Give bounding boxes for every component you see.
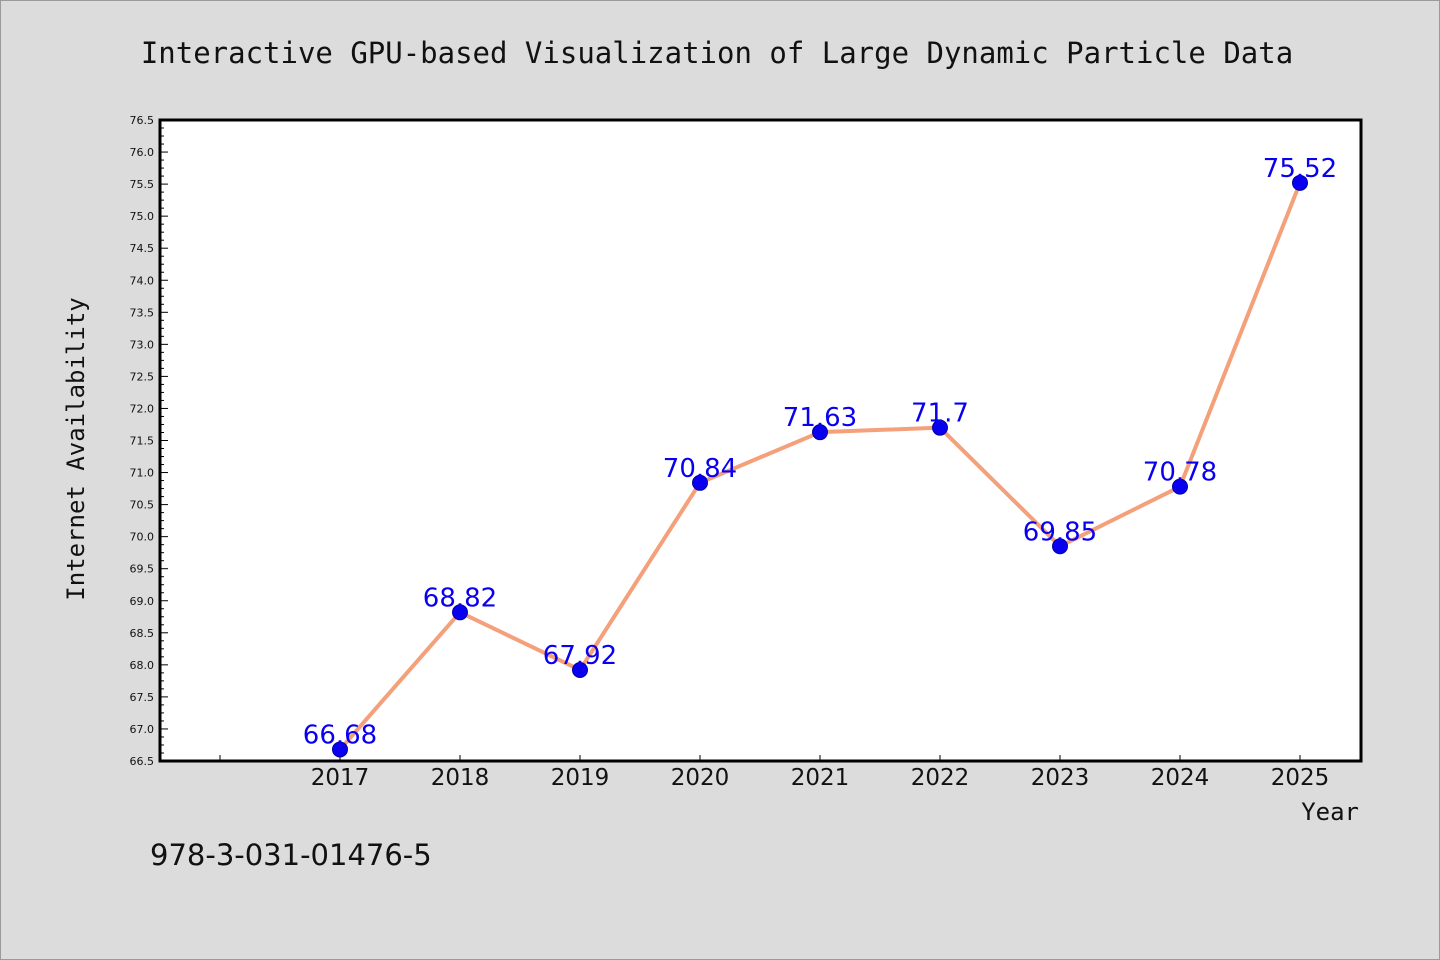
y-tick-label: 70.5 [130,499,155,512]
data-label: 70.84 [663,454,737,484]
y-tick-label: 67.0 [130,723,155,736]
data-label: 66.68 [303,720,377,750]
data-point [452,604,468,621]
data-label: 71.63 [783,403,857,433]
data-label: 69.85 [1023,517,1097,547]
data-label: 67.92 [543,641,617,671]
y-tick-label: 72.0 [130,402,155,415]
x-tick-label: 2023 [1031,765,1090,791]
y-tick-label: 75.0 [130,210,155,223]
x-tick-label: 2019 [551,765,610,791]
y-tick-label: 68.5 [130,627,155,640]
data-point [1292,174,1308,191]
data-markers [332,174,1308,758]
data-point [932,419,948,436]
x-tick-label: 2022 [911,765,970,791]
x-tick-label: 2017 [311,765,370,791]
y-tick-label: 70.0 [130,531,155,544]
data-point [1172,478,1188,495]
y-tick-label: 71.0 [130,467,155,480]
data-point [1052,538,1068,555]
y-tick-label: 74.5 [130,242,155,255]
data-point [572,661,588,678]
x-tick-label: 2020 [671,765,730,791]
y-axis-ticks: 66.5 67.0 67.5 68.0 68.5 69.0 69.5 70.0 70.5 71.0… [130,114,168,768]
y-tick-label: 76.0 [130,146,155,159]
data-labels: 66.68 68.82 67.92 70.84 71.63 71.7 69.85 70.78 7… [303,154,1337,751]
x-tick-label: 2024 [1151,765,1210,791]
x-tick-label: 2018 [431,765,490,791]
y-tick-label: 76.5 [130,114,155,127]
x-axis-ticks: 2017 2018 2019 2020 2021 2022 2023 2024 2025 [219,755,1330,791]
data-label: 70.78 [1143,458,1217,488]
y-tick-label: 69.5 [130,563,155,576]
y-tick-label: 73.5 [130,306,155,319]
data-label: 75.52 [1263,154,1337,184]
data-point [692,474,708,491]
y-tick-label: 73.0 [130,338,155,351]
data-label: 68.82 [423,583,497,613]
chart-title: Interactive GPU-based Visualization of L… [141,36,1293,70]
data-point [332,741,348,758]
y-tick-label: 74.0 [130,274,155,287]
data-point [812,424,828,441]
y-tick-label: 66.5 [130,755,155,768]
y-tick-label: 75.5 [130,178,155,191]
y-tick-label: 72.5 [130,370,155,383]
plot-border [158,118,1363,763]
x-tick-label: 2021 [791,765,850,791]
plot-area [160,120,1361,761]
y-axis-label: Internet Availability [62,297,90,600]
y-tick-label: 71.5 [130,435,155,448]
data-label: 71.7 [911,399,969,429]
y-tick-label: 69.0 [130,595,155,608]
isbn-footer: 978-3-031-01476-5 [150,838,432,872]
x-tick-label: 2025 [1271,765,1330,791]
y-tick-label: 68.0 [130,659,155,672]
y-tick-label: 67.5 [130,691,155,704]
x-axis-label: Year [1301,798,1359,826]
